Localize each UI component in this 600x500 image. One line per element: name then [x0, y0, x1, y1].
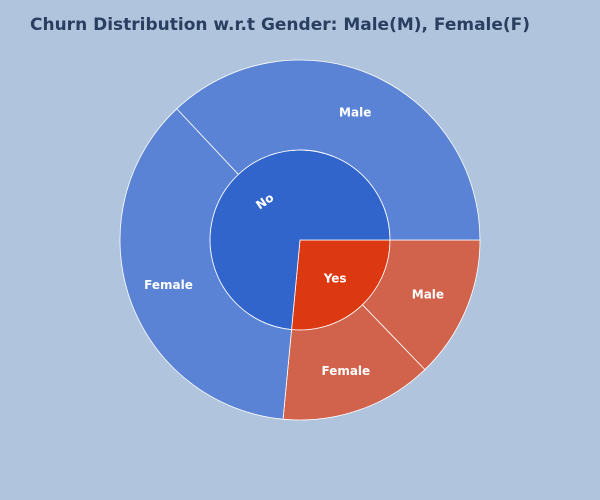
slices-group — [119, 59, 481, 421]
outer-label-no-female: Female — [144, 278, 193, 292]
chart-title: Churn Distribution w.r.t Gender: Male(M)… — [30, 15, 530, 35]
outer-slice-no-male[interactable] — [176, 59, 481, 241]
outer-label-yes-female: Female — [321, 364, 370, 378]
outer-label-yes-male: Male — [412, 287, 444, 301]
outer-slice-no-female[interactable] — [119, 108, 292, 420]
inner-label-yes: Yes — [323, 272, 347, 286]
outer-label-no-male: Male — [339, 105, 371, 119]
